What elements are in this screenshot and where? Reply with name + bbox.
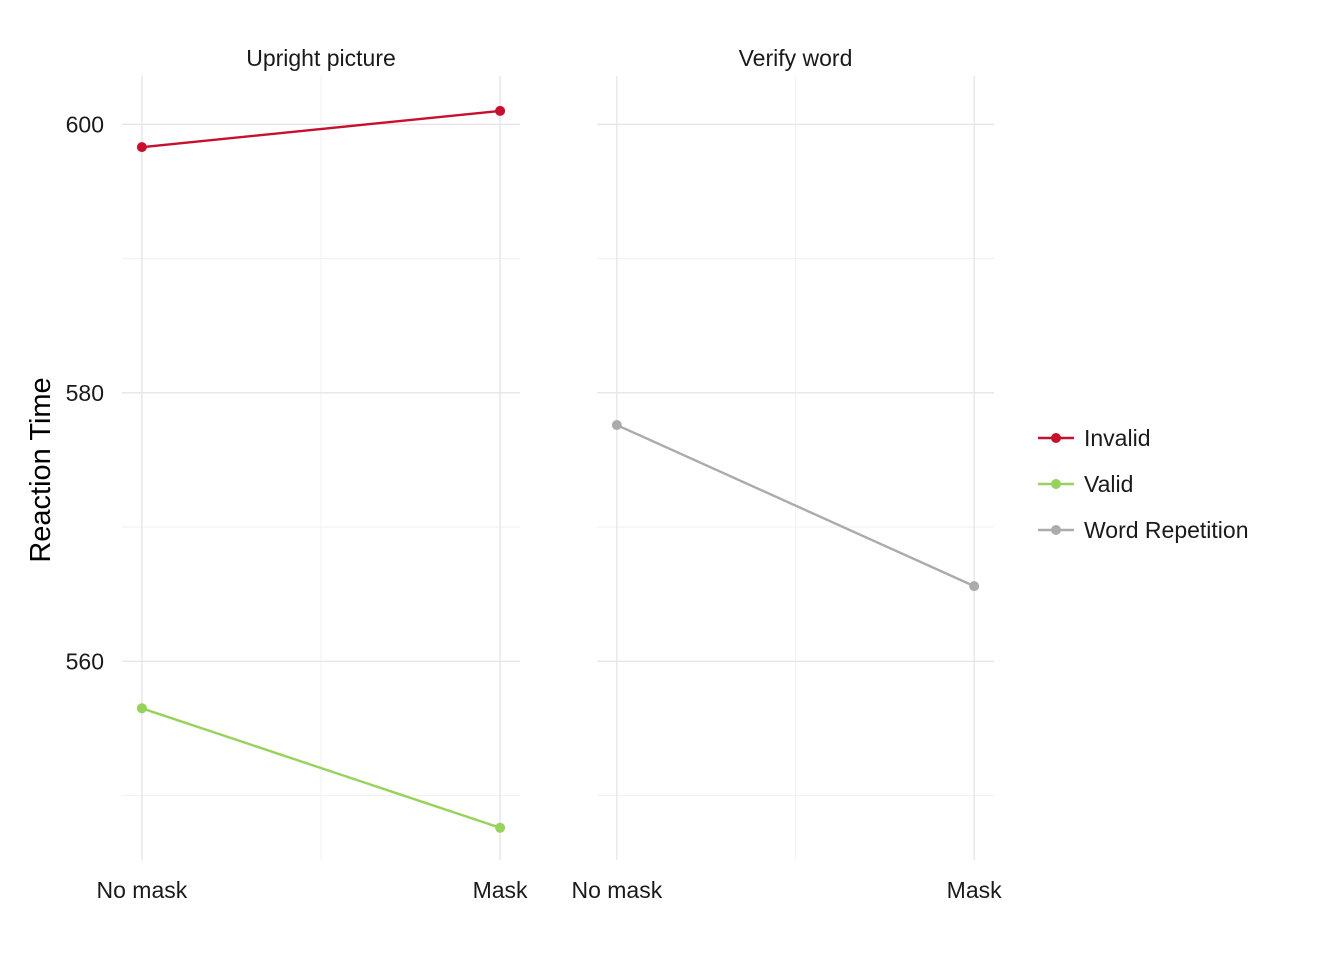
legend-key-point	[1051, 433, 1061, 443]
data-point	[495, 105, 506, 116]
legend-label: Word Repetition	[1084, 517, 1249, 543]
panels: Upright picture No mask Mask Verify word No …	[97, 45, 1003, 903]
panel-1: Upright picture No mask Mask	[97, 45, 529, 903]
x-tick-label: Mask	[947, 877, 1002, 903]
series-line-valid	[141, 707, 501, 829]
panel-title: Verify word	[739, 45, 853, 71]
data-point	[136, 142, 147, 153]
data-point	[495, 822, 506, 833]
y-tick-label: 580	[66, 380, 104, 406]
legend-key-point	[1051, 479, 1061, 489]
legend-item: Invalid	[1038, 425, 1150, 451]
legend-label: Invalid	[1084, 425, 1150, 451]
panel-2: Verify word No mask Mask	[571, 45, 1002, 903]
data-point	[136, 703, 147, 714]
legend-item: Valid	[1038, 471, 1133, 497]
panel-title: Upright picture	[246, 45, 396, 71]
legend-label: Valid	[1084, 471, 1133, 497]
x-tick-label: No mask	[571, 877, 662, 903]
series-line-word-repetition	[616, 423, 975, 588]
legend-item: Word Repetition	[1038, 517, 1249, 543]
legend: Invalid Valid Word Repetition	[1038, 425, 1249, 543]
data-point	[611, 420, 622, 431]
legend-key-point	[1051, 525, 1061, 535]
series-line-invalid	[141, 109, 501, 149]
y-tick-label: 600	[66, 111, 104, 137]
x-tick-label: No mask	[97, 877, 188, 903]
data-point	[969, 581, 980, 592]
x-tick-label: Mask	[473, 877, 528, 903]
y-tick-label: 560	[66, 648, 104, 674]
y-axis-title: Reaction Time	[25, 377, 57, 562]
y-axis: 560 580 600	[66, 111, 104, 674]
